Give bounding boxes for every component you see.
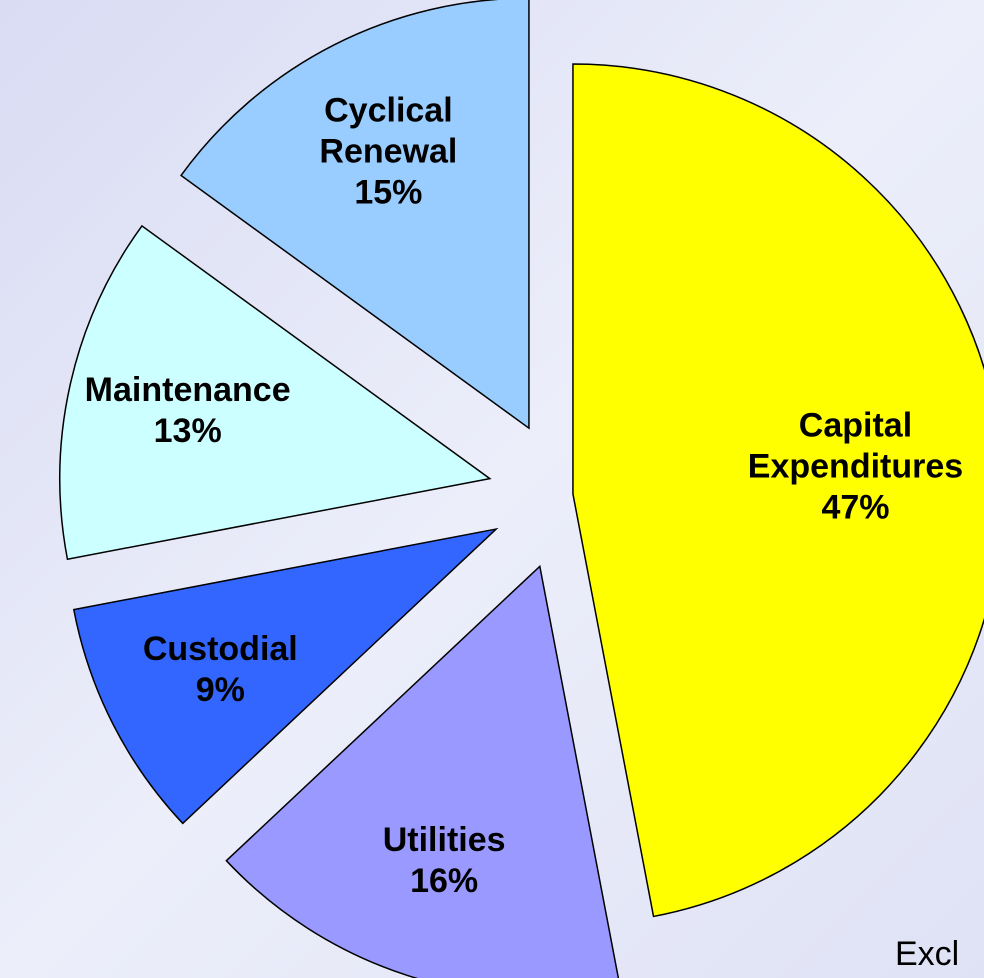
slice-name: Custodial bbox=[142, 629, 298, 668]
slice-name: Cyclical Renewal bbox=[319, 91, 458, 171]
slice-value: 16% bbox=[410, 861, 479, 900]
pie-slice bbox=[72, 527, 499, 825]
pie-slice bbox=[572, 63, 984, 918]
data-label: Custodial 9% bbox=[20, 629, 420, 711]
data-label: Capital Expenditures 47% bbox=[655, 406, 984, 529]
pie-slice bbox=[180, 0, 530, 430]
slice-value: 13% bbox=[153, 412, 222, 451]
data-label: Cyclical Renewal 15% bbox=[188, 91, 588, 214]
annotation: Excl bbox=[895, 935, 960, 973]
slice-name: Maintenance bbox=[84, 371, 291, 410]
pie-slice bbox=[225, 564, 620, 978]
data-label: Utilities 16% bbox=[244, 820, 644, 902]
pie-slice bbox=[59, 224, 492, 561]
slice-value: 15% bbox=[354, 173, 423, 212]
slice-value: 47% bbox=[821, 488, 890, 527]
slice-name: Utilities bbox=[382, 820, 506, 859]
data-label: Maintenance 13% bbox=[0, 370, 388, 452]
slice-name: Capital Expenditures bbox=[747, 406, 964, 486]
slice-value: 9% bbox=[195, 670, 245, 709]
